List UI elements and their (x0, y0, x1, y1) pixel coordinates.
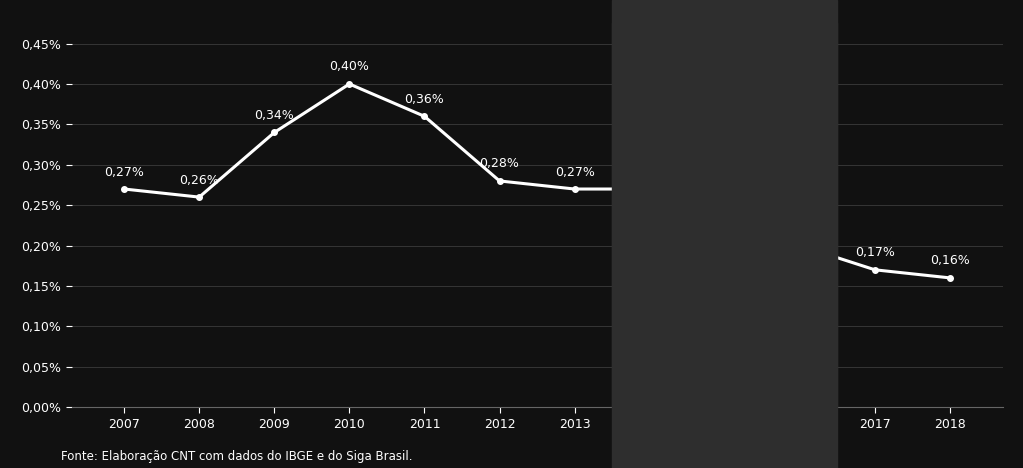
Text: 0,27%: 0,27% (554, 166, 594, 178)
Text: Fonte: Elaboração CNT com dados do IBGE e do Siga Brasil.: Fonte: Elaboração CNT com dados do IBGE … (61, 450, 413, 463)
Text: 0,40%: 0,40% (329, 60, 369, 73)
Text: 0,36%: 0,36% (404, 93, 444, 106)
Text: 0,27%: 0,27% (630, 166, 670, 178)
Text: 0,27%: 0,27% (104, 166, 144, 178)
Text: 0,26%: 0,26% (179, 174, 219, 187)
Text: 0,34%: 0,34% (255, 109, 295, 122)
Text: 0,16%: 0,16% (930, 255, 970, 267)
Text: 0,17%: 0,17% (855, 246, 895, 259)
Text: 0,18%: 0,18% (705, 238, 745, 251)
Text: 0,28%: 0,28% (480, 157, 520, 170)
Bar (612, 23, 838, 407)
Text: 0,20%: 0,20% (780, 222, 819, 235)
